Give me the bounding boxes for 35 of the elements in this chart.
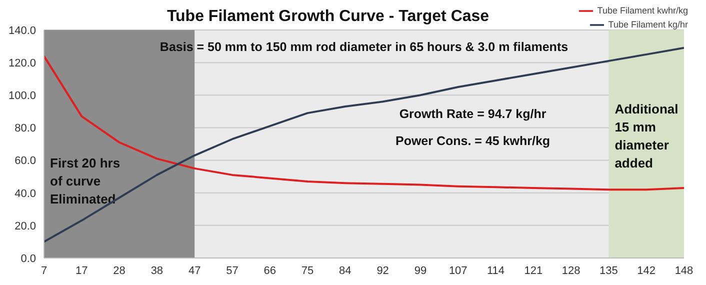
y-tick-label: 20.0	[14, 220, 36, 232]
y-tick-label: 60.0	[14, 155, 36, 168]
y-tick-label: 0.0	[20, 252, 36, 265]
y-tick-label: 100.0	[8, 90, 36, 102]
x-tick-label: 148	[674, 264, 694, 277]
x-tick-label: 7	[40, 264, 48, 277]
x-tick-label: 92	[376, 264, 389, 277]
y-tick-label: 40.0	[14, 188, 36, 200]
line-series	[44, 55, 684, 191]
x-tick-label: 47	[188, 264, 201, 277]
y-tick-label: 140.0	[8, 24, 36, 37]
x-tick-label: 128	[562, 264, 580, 277]
band-label: Additional 15 mm diameter added	[614, 101, 678, 170]
x-tick-label: 135	[600, 264, 618, 277]
legend-label: Tube Filament kwhr/kg	[597, 5, 688, 16]
x-tick-label: 84	[339, 264, 352, 277]
annotation: Basis = 50 mm to 150 mm rod diameter in 65 hours & 3.0 m filaments	[158, 40, 570, 54]
annotation: Growth Rate = 94.7 kg/hr	[398, 106, 548, 121]
x-tick-label: 142	[637, 264, 656, 277]
x-tick-label: 75	[301, 264, 314, 277]
x-tick-label: 107	[448, 264, 468, 277]
x-tick-label: 17	[76, 264, 88, 277]
x-tick-label: 57	[226, 264, 238, 277]
x-tick-label: 114	[486, 264, 505, 277]
x-tick-label: 38	[150, 264, 164, 277]
x-tick-label: 121	[524, 264, 543, 277]
x-tick-label: 28	[113, 264, 126, 277]
y-tick-label: 120.0	[8, 57, 36, 70]
y-tick-label: 80.0	[14, 122, 36, 135]
annotation: Power Cons. = 45 kwhr/kg	[394, 134, 552, 148]
legend-label: Tube Filament kg/hr	[608, 19, 688, 30]
x-tick-label: 66	[264, 264, 276, 277]
band-label: First 20 hrs of curve Eliminated	[50, 156, 120, 207]
x-tick-label: 99	[414, 264, 427, 277]
chart-title: Tube Filament Growth Curve - Target Case	[166, 8, 490, 25]
